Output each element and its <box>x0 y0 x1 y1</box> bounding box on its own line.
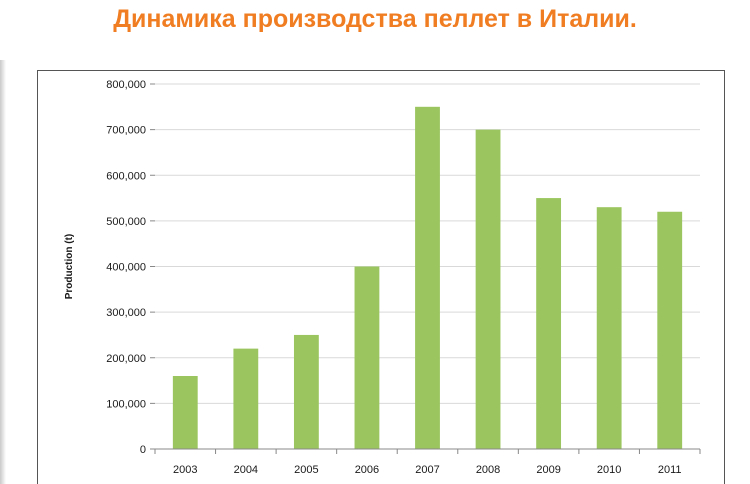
x-tick-label-2011: 2011 <box>658 464 682 476</box>
x-tick-label-2003: 2003 <box>173 464 197 476</box>
x-tick-label-2007: 2007 <box>415 464 439 476</box>
bar-2004 <box>233 348 259 449</box>
y-tick-label: 400,000 <box>106 262 146 274</box>
bars <box>172 106 683 449</box>
x-tick-label-2009: 2009 <box>536 464 560 476</box>
y-tick-label: 200,000 <box>106 353 146 365</box>
y-tick-label: 500,000 <box>106 216 146 228</box>
x-tick-label-2010: 2010 <box>597 464 621 476</box>
bar-2007 <box>415 106 440 449</box>
y-tick-label: 600,000 <box>106 170 146 182</box>
bar-2010 <box>596 207 622 449</box>
slide-title: Динамика производства пеллет в Италии. <box>113 5 637 33</box>
bar-2008 <box>475 129 501 449</box>
x-axis-tick-labels: 2003 2004 2005 2006 2007 2008 2009 2010 2011 <box>154 449 701 476</box>
bar-2005 <box>293 334 319 449</box>
bar-2003 <box>172 376 198 449</box>
slide-shadow-edge <box>0 60 6 484</box>
y-tick-label: 800,000 <box>106 79 146 91</box>
bar-2009 <box>536 198 562 449</box>
bar-2006 <box>354 266 380 449</box>
x-tick-label-2004: 2004 <box>234 464 258 476</box>
x-tick-label-2006: 2006 <box>355 464 379 476</box>
bar-2011 <box>657 211 683 449</box>
y-axis-tick-labels: 0 100,000 200,000 300,000 400,000 500,000 600,… <box>106 79 146 456</box>
y-tick-label: 100,000 <box>106 398 146 410</box>
y-tick-label: 700,000 <box>106 125 146 137</box>
y-tick-label: 300,000 <box>106 307 146 319</box>
y-tick-label: 0 <box>140 444 146 456</box>
x-tick-label-2008: 2008 <box>476 464 500 476</box>
y-axis-title: Production (t) <box>64 234 75 300</box>
x-tick-label-2005: 2005 <box>294 464 318 476</box>
